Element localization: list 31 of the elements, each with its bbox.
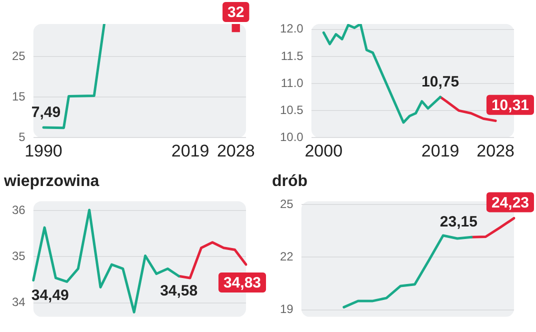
y-tick-label: 10.5 <box>280 102 304 117</box>
data-label: 32 <box>228 4 244 22</box>
data-label: 34,58 <box>160 282 198 300</box>
y-tick-label: 22 <box>280 250 294 264</box>
data-label: 7,49 <box>31 104 61 122</box>
y-tick-label: 10.0 <box>280 130 304 144</box>
data-label: 34,83 <box>223 274 262 292</box>
y-tick-label: 15 <box>12 89 26 104</box>
y-tick-label: 5 <box>18 130 26 144</box>
y-tick-label: 19 <box>280 302 294 316</box>
y-tick-label: 36 <box>12 202 26 217</box>
data-label: 23,15 <box>440 214 478 231</box>
y-tick-label: 35 <box>12 249 26 263</box>
y-tick-label: 12.0 <box>280 22 304 36</box>
x-tick-label: 2019 <box>421 141 460 160</box>
x-tick-label: 2000 <box>304 141 343 160</box>
chart-title: drób <box>272 173 308 190</box>
y-tick-label: 11.5 <box>280 48 304 63</box>
x-tick-label: 1990 <box>24 141 62 160</box>
chart-title: wieprzowina <box>3 173 100 190</box>
data-label: 10,75 <box>422 74 460 91</box>
y-tick-label: 25 <box>12 48 26 63</box>
y-tick-label: 34 <box>12 295 26 310</box>
data-label: 10,31 <box>491 96 530 114</box>
y-tick-label: 11.0 <box>280 76 304 90</box>
data-label: 24,23 <box>491 194 530 212</box>
y-tick-label: 25 <box>280 197 294 212</box>
x-tick-label: 2028 <box>476 141 514 160</box>
x-tick-label: 2028 <box>216 141 255 160</box>
x-tick-label: 2019 <box>171 141 210 160</box>
data-label: 34,49 <box>31 286 69 304</box>
